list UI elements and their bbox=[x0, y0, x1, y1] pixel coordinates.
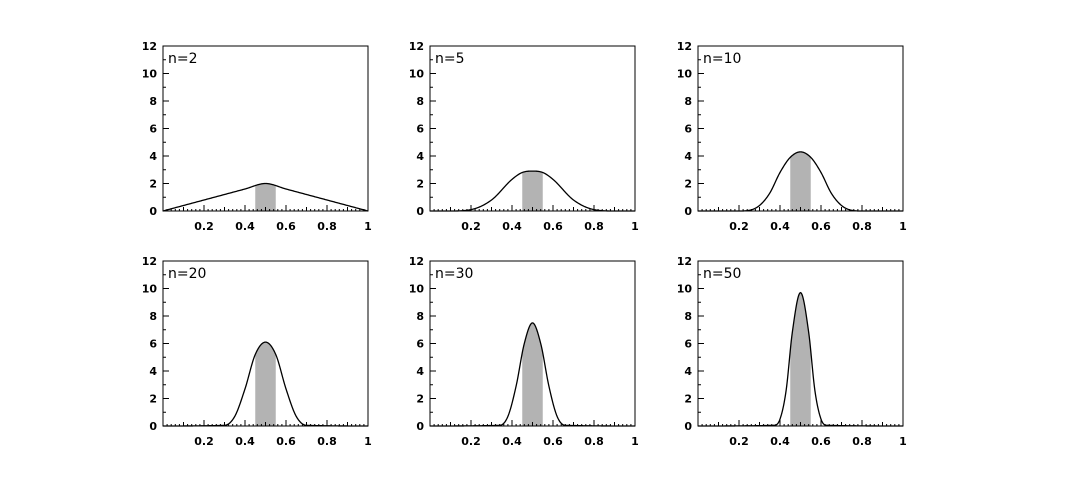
y-tick-label: 0 bbox=[149, 420, 157, 433]
x-tick-label: 1 bbox=[899, 435, 907, 448]
panel-title: n=20 bbox=[168, 266, 206, 282]
y-tick-label: 8 bbox=[684, 95, 692, 108]
y-tick-label: 8 bbox=[149, 310, 157, 323]
shaded-interval bbox=[522, 322, 543, 426]
panel-title: n=10 bbox=[703, 51, 741, 67]
y-tick-label: 2 bbox=[684, 178, 692, 191]
y-tick-label: 6 bbox=[149, 338, 157, 351]
y-tick-label: 8 bbox=[416, 95, 424, 108]
panel-title: n=30 bbox=[435, 266, 473, 282]
x-tick-label: 0.8 bbox=[317, 220, 337, 233]
y-tick-label: 10 bbox=[409, 68, 425, 81]
x-tick-label: 0.4 bbox=[235, 220, 255, 233]
y-tick-label: 12 bbox=[677, 255, 692, 268]
shaded-interval bbox=[522, 171, 543, 211]
y-tick-label: 10 bbox=[677, 283, 693, 296]
x-tick-label: 0.8 bbox=[852, 435, 872, 448]
y-tick-label: 10 bbox=[677, 68, 693, 81]
panel-3: 0 2 4 6 8 10 12 0.2 0.4 0.6 0.8 1 n=10 bbox=[677, 40, 907, 233]
x-tick-label: 0.4 bbox=[502, 435, 522, 448]
y-tick-label: 2 bbox=[684, 393, 692, 406]
x-tick-label: 0.4 bbox=[235, 435, 255, 448]
shaded-interval bbox=[255, 342, 276, 426]
panel-6: 0 2 4 6 8 10 12 0.2 0.4 0.6 0.8 1 n=50 bbox=[677, 255, 907, 448]
panel-title: n=2 bbox=[168, 51, 198, 67]
x-tick-label: 0.4 bbox=[770, 220, 790, 233]
panel-5: 0 2 4 6 8 10 12 0.2 0.4 0.6 0.8 1 n=30 bbox=[409, 255, 639, 448]
x-tick-label: 0.4 bbox=[770, 435, 790, 448]
x-tick-label: 1 bbox=[631, 435, 639, 448]
x-tick-label: 0.6 bbox=[276, 220, 296, 233]
panel-2: 0 2 4 6 8 10 12 0.2 0.4 0.6 0.8 1 n=5 bbox=[409, 40, 639, 233]
y-tick-label: 10 bbox=[409, 283, 425, 296]
x-tick-label: 0.2 bbox=[461, 435, 481, 448]
y-tick-label: 6 bbox=[684, 123, 692, 136]
y-tick-label: 12 bbox=[142, 255, 157, 268]
x-tick-label: 1 bbox=[364, 435, 372, 448]
shaded-interval bbox=[790, 292, 811, 426]
panel-title: n=5 bbox=[435, 51, 465, 67]
y-tick-label: 2 bbox=[149, 393, 157, 406]
x-tick-label: 1 bbox=[631, 220, 639, 233]
y-tick-label: 6 bbox=[149, 123, 157, 136]
y-tick-label: 8 bbox=[684, 310, 692, 323]
x-tick-label: 0.8 bbox=[317, 435, 337, 448]
y-tick-label: 10 bbox=[142, 283, 158, 296]
x-tick-label: 0.6 bbox=[811, 220, 831, 233]
panel-1: 0 2 4 6 8 10 12 0.2 0.4 0.6 0.8 1 n=2 bbox=[142, 40, 372, 233]
y-tick-label: 4 bbox=[416, 365, 424, 378]
y-tick-label: 4 bbox=[684, 150, 692, 163]
x-tick-label: 0.4 bbox=[502, 220, 522, 233]
x-tick-label: 0.2 bbox=[729, 435, 749, 448]
x-tick-label: 0.6 bbox=[811, 435, 831, 448]
y-tick-label: 2 bbox=[416, 393, 424, 406]
y-tick-label: 12 bbox=[677, 40, 692, 53]
y-tick-label: 8 bbox=[149, 95, 157, 108]
y-tick-label: 10 bbox=[142, 68, 158, 81]
x-tick-label: 0.6 bbox=[543, 435, 563, 448]
y-tick-label: 12 bbox=[409, 40, 424, 53]
x-tick-label: 0.6 bbox=[543, 220, 563, 233]
shaded-interval bbox=[255, 183, 276, 211]
y-tick-label: 4 bbox=[416, 150, 424, 163]
y-tick-label: 4 bbox=[684, 365, 692, 378]
y-tick-label: 4 bbox=[149, 150, 157, 163]
x-tick-label: 0.2 bbox=[729, 220, 749, 233]
y-tick-label: 0 bbox=[416, 205, 424, 218]
shaded-interval bbox=[790, 151, 811, 211]
y-tick-label: 2 bbox=[416, 178, 424, 191]
x-tick-label: 0.2 bbox=[194, 435, 214, 448]
y-tick-label: 6 bbox=[416, 338, 424, 351]
y-tick-label: 0 bbox=[416, 420, 424, 433]
y-tick-label: 4 bbox=[149, 365, 157, 378]
y-tick-label: 0 bbox=[149, 205, 157, 218]
y-tick-label: 6 bbox=[684, 338, 692, 351]
x-tick-label: 1 bbox=[364, 220, 372, 233]
y-tick-label: 6 bbox=[416, 123, 424, 136]
density-curve bbox=[162, 182, 369, 212]
x-tick-label: 0.8 bbox=[584, 220, 604, 233]
x-tick-label: 0.6 bbox=[276, 435, 296, 448]
panel-title: n=50 bbox=[703, 266, 741, 282]
y-tick-label: 8 bbox=[416, 310, 424, 323]
x-tick-label: 0.8 bbox=[584, 435, 604, 448]
x-tick-label: 0.2 bbox=[461, 220, 481, 233]
y-tick-label: 0 bbox=[684, 420, 692, 433]
y-tick-label: 12 bbox=[142, 40, 157, 53]
y-tick-label: 12 bbox=[409, 255, 424, 268]
y-tick-label: 2 bbox=[149, 178, 157, 191]
y-tick-label: 0 bbox=[684, 205, 692, 218]
x-tick-label: 0.2 bbox=[194, 220, 214, 233]
panel-4: 0 2 4 6 8 10 12 0.2 0.4 0.6 0.8 1 n=20 bbox=[142, 255, 372, 448]
x-tick-label: 1 bbox=[899, 220, 907, 233]
x-tick-label: 0.8 bbox=[852, 220, 872, 233]
